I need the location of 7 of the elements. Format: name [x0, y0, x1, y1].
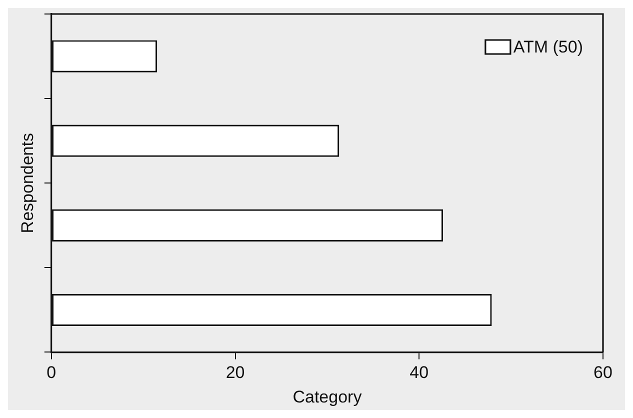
x-tick-label: 40	[410, 363, 429, 382]
x-tick-label: 0	[46, 363, 56, 382]
x-tick-label: 60	[594, 363, 612, 382]
y-axis-title: Respondents	[18, 133, 37, 234]
x-axis-title: Category	[292, 387, 362, 406]
x-tick-label: 20	[226, 363, 245, 382]
legend-label: ATM (50)	[513, 38, 583, 57]
